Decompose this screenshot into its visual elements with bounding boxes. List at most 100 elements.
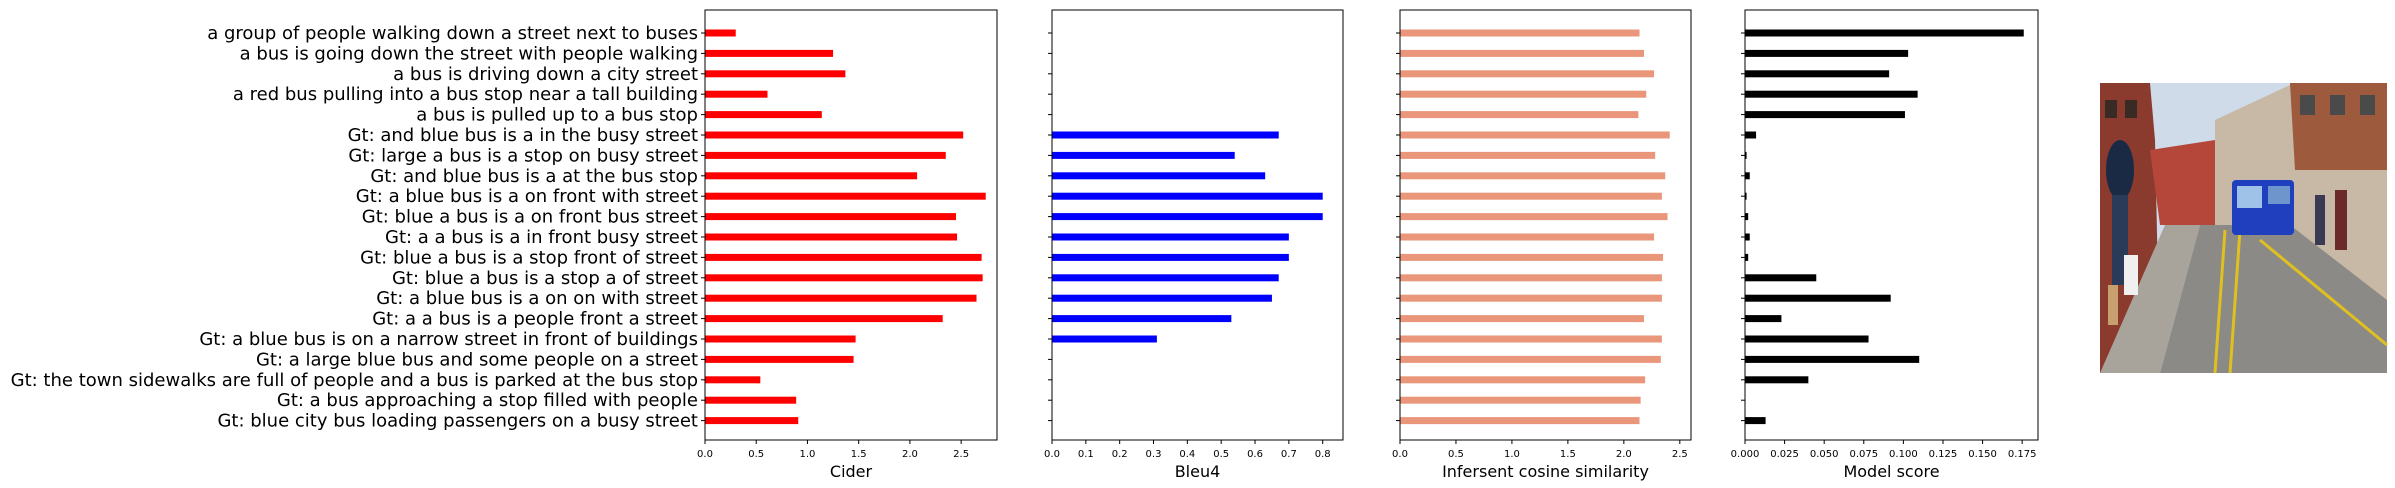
bar xyxy=(705,233,958,241)
bar xyxy=(1745,29,2024,37)
bar xyxy=(705,355,854,363)
category-label: Gt: blue a bus is a stop a of street xyxy=(392,268,698,289)
x-tick-label: 0.025 xyxy=(1770,449,1799,460)
bar xyxy=(705,172,918,180)
panel-bleu4: 0.0 0.1 0.2 0.3 0.4 0.5 0.6 0.7 0.8 Bleu4 xyxy=(1044,9,1344,481)
x-tick-label: 1.0 xyxy=(1504,449,1520,460)
category-label: a bus is driving down a city street xyxy=(393,64,698,85)
x-tick-label: 1.0 xyxy=(800,449,816,460)
x-tick-label: 0.7 xyxy=(1281,449,1297,460)
category-label: a bus is going down the street with peop… xyxy=(240,43,698,64)
category-label: Gt: a blue bus is a on on with street xyxy=(376,288,698,309)
bar xyxy=(705,111,822,119)
bar xyxy=(1052,274,1279,282)
bar xyxy=(1745,172,1750,180)
bar xyxy=(1745,131,1757,139)
bar xyxy=(1400,131,1670,139)
bar xyxy=(1400,396,1641,404)
category-label: a red bus pulling into a bus stop near a… xyxy=(233,84,698,105)
x-tick-label: 0.5 xyxy=(1213,449,1229,460)
x-tick-label: 0.4 xyxy=(1179,449,1195,460)
x-tick-label: 0.5 xyxy=(748,449,764,460)
x-tick-label: 0.0 xyxy=(1392,449,1408,460)
x-tick-label: 0.175 xyxy=(2008,449,2037,460)
bar xyxy=(705,253,982,261)
bar xyxy=(1052,233,1289,241)
x-tick-label: 0.6 xyxy=(1247,449,1263,460)
bar xyxy=(705,274,983,282)
bar xyxy=(1745,151,1747,159)
category-label: a bus is pulled up to a bus stop xyxy=(416,105,698,126)
bar xyxy=(1400,70,1655,78)
bar xyxy=(1745,253,1749,261)
bar xyxy=(1400,335,1662,343)
bar xyxy=(1400,90,1647,98)
bar xyxy=(705,315,943,323)
x-tick-label: 2.0 xyxy=(1616,449,1632,460)
x-tick-label: 1.5 xyxy=(1560,449,1576,460)
category-label: Gt: the town sidewalks are full of peopl… xyxy=(11,370,698,391)
category-label: Gt: a blue bus is on a narrow street in … xyxy=(199,329,698,350)
x-tick-label: 0.5 xyxy=(1448,449,1464,460)
bar xyxy=(1745,274,1817,282)
bar xyxy=(1745,49,1909,57)
x-tick-label: 0.2 xyxy=(1112,449,1128,460)
bar xyxy=(1400,253,1664,261)
bar xyxy=(1400,192,1662,200)
bar xyxy=(705,49,834,57)
category-label: a group of people walking down a street … xyxy=(207,23,698,44)
bar xyxy=(1745,213,1749,221)
bar xyxy=(1052,294,1272,302)
bar xyxy=(1052,335,1157,343)
category-label: Gt: a bus approaching a stop filled with… xyxy=(277,390,698,411)
category-label: Gt: blue a bus is a stop front of street xyxy=(360,247,698,268)
category-label: Gt: blue city bus loading passengers on … xyxy=(217,411,698,432)
bar xyxy=(705,70,846,78)
bar xyxy=(1400,294,1662,302)
bar xyxy=(1745,335,1869,343)
bar xyxy=(1052,315,1232,323)
bar xyxy=(1745,315,1782,323)
axes-frame xyxy=(1744,9,2039,441)
bar xyxy=(1400,111,1639,119)
x-tick-label: 0.3 xyxy=(1146,449,1162,460)
bar xyxy=(1400,376,1646,384)
x-tick-label: 0.050 xyxy=(1810,449,1839,460)
category-label: Gt: a a bus is a in front busy street xyxy=(385,227,698,248)
x-tick-label: 0.075 xyxy=(1849,449,1878,460)
bar xyxy=(1400,355,1661,363)
bar xyxy=(1052,172,1266,180)
bar xyxy=(1052,213,1323,221)
axes-frame xyxy=(1399,9,1692,441)
category-label: Gt: a large blue bus and some people on … xyxy=(256,349,698,370)
x-tick-label: 1.5 xyxy=(851,449,867,460)
bar xyxy=(1745,417,1766,425)
bar xyxy=(1745,355,1920,363)
category-label: Gt: blue a bus is a on front bus street xyxy=(362,207,698,228)
x-tick-label: 0.1 xyxy=(1078,449,1094,460)
x-tick-label: 0.0 xyxy=(1044,449,1060,460)
category-label: Gt: a a bus is a people front a street xyxy=(372,309,698,330)
bar xyxy=(1052,253,1289,261)
bar xyxy=(705,417,799,425)
bar xyxy=(1052,131,1279,139)
x-axis-label: Infersent cosine similarity xyxy=(1442,462,1649,481)
bar xyxy=(705,192,986,200)
bar xyxy=(1052,192,1323,200)
bar xyxy=(1745,233,1750,241)
bar xyxy=(705,335,856,343)
bar xyxy=(1745,111,1905,119)
bar xyxy=(1400,233,1655,241)
bar xyxy=(1400,213,1668,221)
bar xyxy=(705,131,964,139)
category-labels: a group of people walking down a street … xyxy=(11,23,698,432)
bar xyxy=(1400,172,1666,180)
bar xyxy=(1400,29,1640,37)
bar xyxy=(1745,192,1747,200)
bar xyxy=(1745,90,1918,98)
category-label: Gt: and blue bus is a in the busy street xyxy=(348,125,698,146)
bar xyxy=(1052,151,1235,159)
bar xyxy=(1400,49,1644,57)
x-tick-label: 0.150 xyxy=(1968,449,1997,460)
